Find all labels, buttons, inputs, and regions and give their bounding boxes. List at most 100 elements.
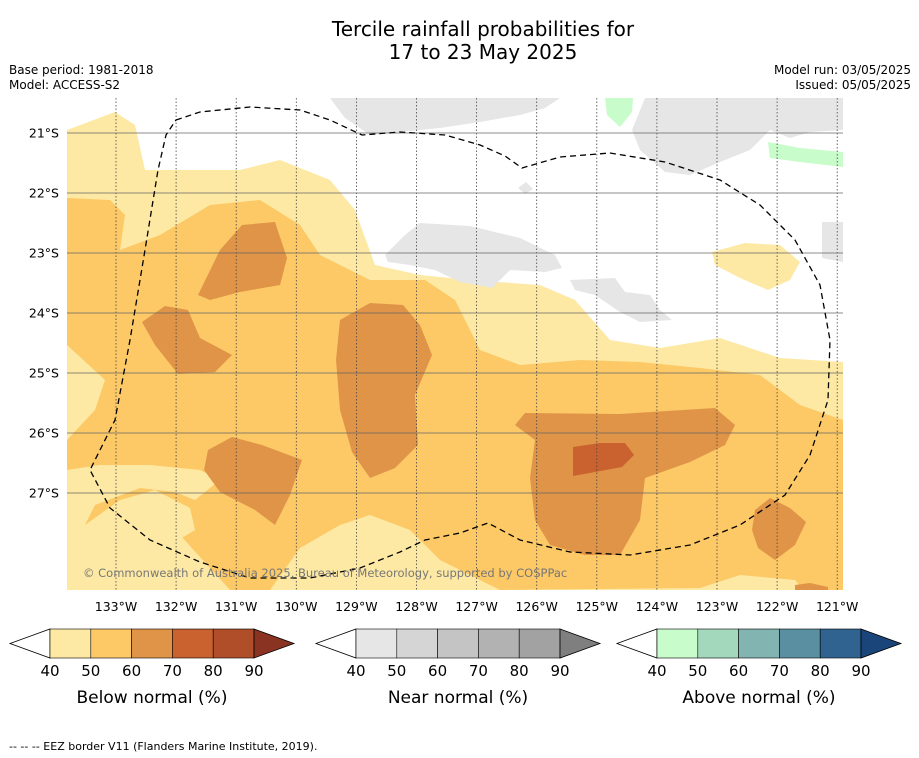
x-tick-label: 127°W: [455, 599, 497, 614]
legend-tick-label: 70: [163, 662, 182, 680]
x-tick-label: 130°W: [275, 599, 317, 614]
legend-colorbar: 40 50 60 70 80 90 Near normal (%): [314, 628, 602, 708]
model-name: Model: ACCESS-S2: [9, 78, 121, 92]
x-tick-label: 132°W: [155, 599, 197, 614]
near-normal-region-2: [632, 98, 843, 175]
legend-tick-label: 60: [428, 662, 447, 680]
copyright-notice: © Commonwealth of Australia 2025, Bureau…: [83, 566, 567, 580]
above-normal-region-north: [605, 98, 633, 127]
above-normal-region-east: [768, 142, 843, 167]
y-tick-label: 25°S: [29, 366, 59, 381]
x-tick-label: 126°W: [515, 599, 557, 614]
legend-swatch: [779, 628, 821, 659]
legend-tick-label: 40: [40, 662, 59, 680]
below-normal-60-70-region-2: [142, 306, 232, 374]
below-normal-60-70-region-6: [752, 498, 806, 560]
below-normal-40-50-south-patch: [85, 490, 195, 545]
x-tick-label: 131°W: [215, 599, 257, 614]
legend-over-triangle: [860, 628, 903, 659]
legend-title: Near normal (%): [388, 688, 528, 708]
meta-right: Model run: 03/05/2025 Issued: 05/05/2025: [774, 63, 911, 93]
eez-border: [89, 106, 831, 579]
y-tick-label: 23°S: [29, 246, 59, 261]
model-run: Model run: 03/05/2025: [773, 63, 911, 77]
near-normal-region-6: [518, 182, 533, 194]
legend-swatch: [90, 628, 132, 659]
near-normal-region-3: [385, 223, 562, 288]
legend-over-triangle: [253, 628, 296, 659]
legend-swatch: [738, 628, 780, 659]
issued-date: Issued: 05/05/2025: [795, 78, 911, 92]
axis-ticks: 133°W 132°W 131°W 130°W 129°W 128°W 127°W 126°W…: [29, 126, 859, 615]
legend-under-triangle: [314, 628, 357, 659]
legend-tick-label: 50: [387, 662, 406, 680]
legend-tick-label: 70: [770, 662, 789, 680]
legend-swatch: [478, 628, 520, 659]
x-tick-label: 125°W: [576, 599, 618, 614]
legend-over-triangle: [559, 628, 602, 659]
legend-tick-label: 70: [469, 662, 488, 680]
legend-swatch: [697, 628, 739, 659]
below-normal-60-70-region-3: [336, 303, 432, 478]
x-tick-label: 123°W: [696, 599, 738, 614]
legend-tick-label: 80: [811, 662, 830, 680]
legend-swatch: [518, 628, 561, 659]
legend-swatch: [656, 628, 699, 659]
legend-swatch: [437, 628, 479, 659]
below-normal-40-50-south-patch-2: [285, 515, 450, 590]
legend-tick-label: 40: [647, 662, 666, 680]
title-line-2: 17 to 23 May 2025: [388, 40, 578, 64]
legend-tick-label: 50: [81, 662, 100, 680]
legend-tick-label: 40: [346, 662, 365, 680]
legend-group: 40 50 60 70 80 90 Below normal (%) 40 50 60 70 80 90…: [8, 628, 903, 708]
legend-swatch: [396, 628, 438, 659]
legend-swatch: [49, 628, 92, 659]
y-tick-label: 27°S: [29, 486, 59, 501]
near-normal-region-1: [330, 98, 560, 135]
eez-footer-note: -- -- -- EEZ border V11 (Flanders Marine…: [9, 740, 318, 753]
map-plot-area: [67, 98, 843, 590]
legend-under-triangle: [8, 628, 51, 659]
x-tick-label: 122°W: [756, 599, 798, 614]
y-tick-label: 26°S: [29, 426, 59, 441]
legend-tick-label: 80: [204, 662, 223, 680]
legend-tick-label: 90: [550, 662, 569, 680]
below-normal-40-50-patch-east: [712, 243, 800, 290]
meta-left: Base period: 1981-2018 Model: ACCESS-S2: [9, 63, 154, 93]
legend-tick-label: 90: [244, 662, 263, 680]
below-normal-60-70-region-4: [204, 437, 302, 525]
below-normal-60-70-region-7: [795, 583, 828, 590]
legend-tick-label: 60: [729, 662, 748, 680]
x-tick-label: 133°W: [95, 599, 137, 614]
base-period: Base period: 1981-2018: [9, 63, 154, 77]
legend-tick-label: 80: [510, 662, 529, 680]
x-tick-label: 129°W: [335, 599, 377, 614]
legend-tick-label: 90: [851, 662, 870, 680]
legend-colorbar: 40 50 60 70 80 90 Above normal (%): [615, 628, 903, 708]
legend-colorbar: 40 50 60 70 80 90 Below normal (%): [8, 628, 296, 708]
legend-swatch: [819, 628, 862, 659]
legend-swatch: [131, 628, 173, 659]
legend-swatch: [172, 628, 214, 659]
chart-title: Tercile rainfall probabilities for 17 to…: [0, 18, 919, 64]
near-normal-region-4: [570, 278, 672, 322]
y-tick-label: 22°S: [29, 186, 59, 201]
y-tick-label: 21°S: [29, 126, 59, 141]
x-tick-label: 121°W: [816, 599, 858, 614]
grid-lines: [67, 98, 843, 590]
x-tick-label: 128°W: [395, 599, 437, 614]
below-normal-60-70-region-1: [198, 222, 287, 300]
legend-swatch: [212, 628, 255, 659]
y-tick-label: 24°S: [29, 306, 59, 321]
legend-tick-label: 50: [688, 662, 707, 680]
legend-under-triangle: [615, 628, 658, 659]
legend-tick-label: 60: [122, 662, 141, 680]
below-normal-60-70-region-5: [515, 408, 735, 555]
legend-title: Above normal (%): [682, 688, 835, 708]
legend-swatch: [355, 628, 398, 659]
below-normal-70-80-region: [573, 443, 634, 476]
near-normal-region-5: [822, 222, 843, 262]
legend-title: Below normal (%): [77, 688, 228, 708]
x-tick-label: 124°W: [636, 599, 678, 614]
